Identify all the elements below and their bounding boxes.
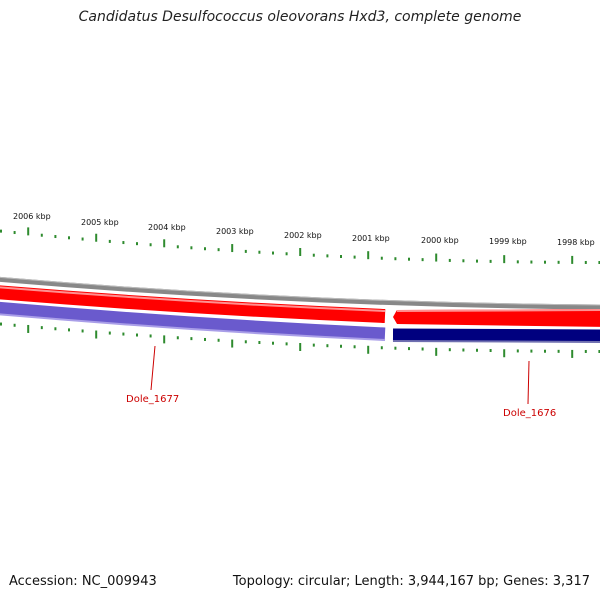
ruler-label: 2000 kbp	[421, 236, 459, 245]
ruler-label: 2005 kbp	[81, 218, 119, 227]
gene-dole-1676	[392, 328, 600, 343]
ruler-label: 2003 kbp	[216, 227, 254, 236]
accession-text: Accession: NC_009943	[9, 574, 157, 589]
ruler-label: 2001 kbp	[352, 234, 390, 243]
leader-line-dole-1677	[150, 345, 156, 391]
gene-dole-1677	[0, 301, 386, 341]
ruler-label: 2006 kbp	[13, 212, 51, 221]
ruler-label: 2004 kbp	[148, 223, 186, 232]
ruler-ticks-upper	[0, 227, 600, 264]
forward-gene-left	[0, 285, 386, 323]
ruler-label: 1998 kbp	[557, 238, 595, 247]
genome-summary-text: Topology: circular; Length: 3,944,167 bp…	[232, 574, 590, 589]
gene-label-dole-1677: Dole_1677	[126, 394, 179, 405]
leader-line-dole-1676	[527, 360, 530, 405]
ruler-ticks-lower	[0, 322, 600, 358]
reverse-strand-track	[0, 301, 600, 343]
backbone-track	[0, 276, 600, 310]
gene-label-dole-1676: Dole_1676	[503, 408, 556, 419]
forward-strand-track	[0, 285, 600, 327]
ruler-labels: 2006 kbp 2005 kbp 2004 kbp 2003 kbp 2002 kbp…	[13, 212, 595, 247]
ruler-label: 2002 kbp	[284, 231, 322, 240]
forward-gene-right-arrow	[393, 309, 600, 327]
ruler-label: 1999 kbp	[489, 237, 527, 246]
map-title: Candidatus Desulfococcus oleovorans Hxd3…	[78, 9, 522, 25]
